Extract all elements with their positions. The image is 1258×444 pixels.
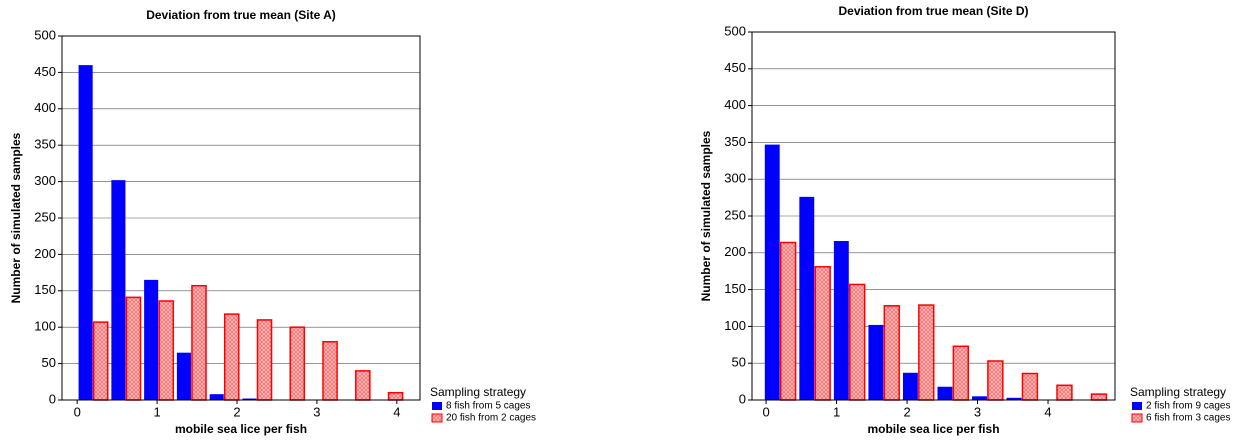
y-tick-label: 100	[34, 319, 56, 334]
legend-swatch	[1132, 402, 1142, 410]
bar	[814, 266, 831, 401]
y-tick-label: 350	[34, 137, 56, 152]
y-tick-label: 450	[34, 64, 56, 79]
bar	[764, 144, 780, 400]
y-tick-label: 150	[724, 281, 746, 296]
y-tick-label: 250	[724, 207, 746, 222]
y-tick-label: 400	[724, 97, 746, 112]
bar	[256, 319, 273, 401]
y-tick-label: 250	[34, 209, 56, 224]
bar	[902, 372, 918, 400]
bar	[1006, 397, 1022, 400]
x-tick-label: 2	[233, 404, 240, 419]
y-tick-label: 200	[724, 244, 746, 259]
legend-swatch	[432, 402, 442, 410]
y-tick-label: 200	[34, 246, 56, 261]
legend-swatch	[1131, 413, 1143, 423]
y-tick-label: 0	[49, 391, 56, 406]
legend-title: Sampling strategy	[1130, 385, 1226, 399]
y-tick-label: 50	[42, 355, 56, 370]
bar	[158, 300, 175, 401]
bar	[799, 196, 815, 400]
bar	[833, 241, 849, 400]
bar	[242, 398, 257, 400]
bar	[918, 304, 935, 401]
x-tick-label: 4	[393, 404, 400, 419]
x-tick-label: 1	[153, 404, 160, 419]
bar	[868, 324, 884, 400]
y-tick-label: 300	[34, 173, 56, 188]
bar	[125, 296, 142, 401]
bar	[223, 313, 240, 401]
y-tick-label: 100	[724, 318, 746, 333]
bar	[1056, 384, 1073, 401]
bar	[209, 394, 224, 400]
y-axis-label: Number of simulated samples	[699, 130, 713, 301]
bar	[952, 345, 970, 401]
x-tick-label: 0	[74, 404, 81, 419]
legend-label: 8 fish from 5 cages	[446, 401, 530, 412]
y-tick-label: 50	[732, 355, 746, 370]
chart-title: Deviation from true mean (Site A)	[146, 8, 336, 22]
bar	[322, 341, 338, 401]
y-tick-label: 400	[34, 100, 56, 115]
y-axis-label: Number of simulated samples	[9, 132, 23, 303]
y-tick-label: 450	[724, 60, 746, 75]
x-axis-label: mobile sea lice per fish	[867, 422, 999, 436]
x-axis-label: mobile sea lice per fish	[175, 422, 307, 436]
y-tick-label: 0	[739, 391, 746, 406]
y-tick-label: 300	[724, 171, 746, 186]
bar	[78, 65, 93, 401]
chart-title: Deviation from true mean (Site D)	[838, 4, 1028, 18]
x-tick-label: 4	[1044, 404, 1051, 419]
x-tick-label: 3	[313, 404, 320, 419]
bar	[387, 391, 404, 401]
legend-swatch	[431, 413, 443, 423]
plot-frame	[61, 35, 421, 401]
bar	[92, 321, 109, 401]
legend-label: 20 fish from 2 cages	[446, 413, 536, 424]
y-tick-label: 500	[724, 23, 746, 38]
bar	[111, 180, 126, 400]
bar	[883, 305, 900, 401]
bar	[779, 241, 797, 401]
plot-frame	[751, 31, 1116, 401]
legend-title: Sampling strategy	[430, 385, 526, 399]
bar	[972, 396, 987, 400]
x-tick-label: 2	[903, 404, 910, 419]
legend-label: 6 fish from 3 cages	[1146, 413, 1230, 424]
bar	[176, 352, 191, 400]
bar	[1090, 393, 1108, 401]
bar	[987, 360, 1004, 401]
bar	[289, 326, 306, 401]
x-tick-label: 3	[974, 404, 981, 419]
x-tick-label: 1	[833, 404, 840, 419]
y-tick-label: 150	[34, 282, 56, 297]
bar	[191, 284, 207, 401]
x-tick-label: 0	[762, 404, 769, 419]
bar	[355, 370, 371, 401]
y-tick-label: 500	[34, 27, 56, 42]
bar	[849, 283, 866, 401]
bar	[1021, 372, 1039, 401]
y-tick-label: 350	[724, 134, 746, 149]
bar	[144, 279, 159, 400]
legend-label: 2 fish from 9 cages	[1146, 401, 1230, 412]
bar	[937, 386, 953, 400]
